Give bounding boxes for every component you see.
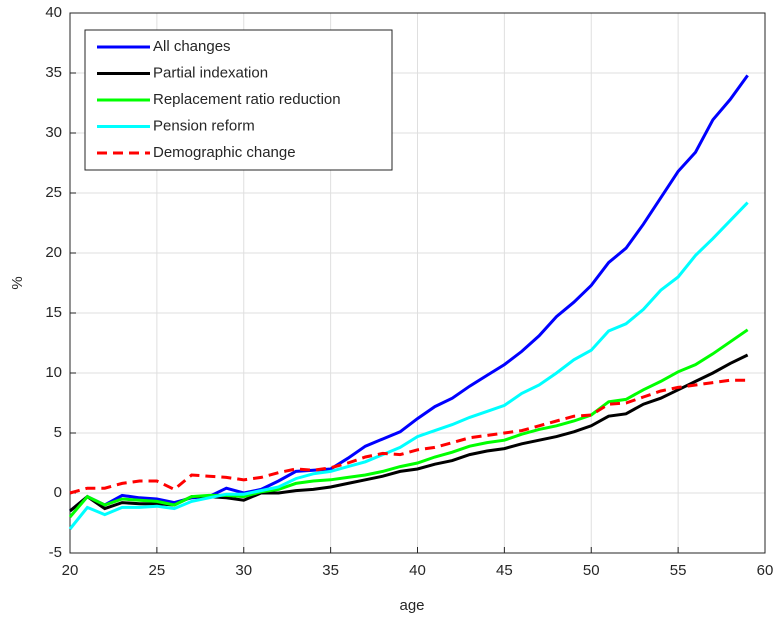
y-tick-label: 0 — [54, 484, 62, 501]
y-tick-label: 10 — [45, 364, 62, 381]
y-tick-label: 20 — [45, 244, 62, 261]
y-tick-label: 15 — [45, 304, 62, 321]
y-tick-label: 30 — [45, 124, 62, 141]
y-tick-label: 25 — [45, 184, 62, 201]
x-tick-label: 30 — [235, 562, 252, 579]
legend-label: Demographic change — [153, 144, 296, 161]
y-tick-label: 5 — [54, 424, 62, 441]
y-tick-label: 35 — [45, 64, 62, 81]
x-tick-label: 35 — [322, 562, 339, 579]
series-line — [68, 328, 749, 518]
x-tick-label: 45 — [496, 562, 513, 579]
legend-label: All changes — [153, 38, 231, 55]
x-tick-label: 55 — [670, 562, 687, 579]
x-tick-label: 40 — [409, 562, 426, 579]
legend-label: Partial indexation — [153, 64, 268, 81]
legend-label: Replacement ratio reduction — [153, 91, 341, 108]
plot-frame — [69, 12, 766, 554]
x-tick-label: 60 — [757, 562, 774, 579]
x-tick-label: 25 — [149, 562, 166, 579]
y-tick-label: 40 — [45, 4, 62, 21]
series-line — [68, 201, 749, 530]
legend-label: Pension reform — [153, 117, 255, 134]
series-line — [69, 378, 748, 495]
x-tick-label: 50 — [583, 562, 600, 579]
y-tick-label: -5 — [49, 544, 62, 561]
x-axis-label: age — [399, 597, 424, 614]
x-tick-label: 20 — [62, 562, 79, 579]
y-axis-label: % — [9, 276, 26, 289]
